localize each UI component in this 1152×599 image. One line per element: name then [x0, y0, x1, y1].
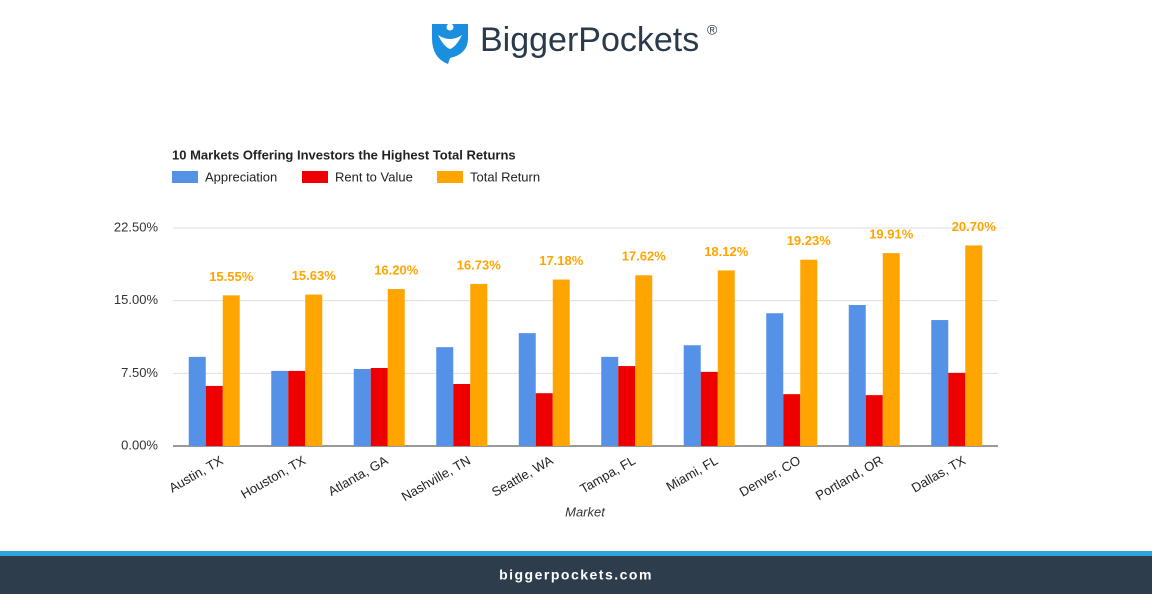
bar [601, 356, 619, 446]
bar [205, 385, 223, 446]
brand: BiggerPockets [480, 21, 699, 59]
y-tick-label: 7.50% [121, 365, 158, 380]
x-tick-label: Houston, TX [238, 452, 308, 501]
bar [766, 313, 784, 446]
bar [188, 356, 206, 446]
value-label: 15.55% [209, 269, 254, 284]
value-label: 18.12% [704, 244, 749, 259]
value-label: 19.91% [869, 227, 914, 242]
value-label: 16.20% [374, 262, 419, 277]
x-tick-label: Miami, FL [664, 453, 721, 495]
value-label: 19.23% [787, 233, 832, 248]
bar [370, 368, 388, 446]
brand-mark: ® [707, 22, 718, 38]
bar [436, 347, 454, 446]
legend-swatch [302, 171, 328, 183]
x-tick-label: Atlanta, GA [325, 452, 390, 498]
logo: BiggerPockets ® [432, 21, 718, 64]
x-tick-label: Dallas, TX [909, 452, 969, 495]
bar [535, 393, 553, 446]
bar [618, 366, 636, 446]
chart-title: 10 Markets Offering Investors the Highes… [172, 147, 516, 162]
bar [222, 295, 240, 446]
bar [931, 320, 949, 446]
x-tick-label: Portland, OR [813, 453, 886, 504]
value-label: 15.63% [292, 268, 337, 283]
bar [552, 279, 570, 446]
bar [800, 259, 818, 446]
bar [305, 294, 323, 446]
footer [0, 556, 1152, 594]
bar [453, 383, 471, 446]
x-axis-label: Market [565, 504, 606, 519]
bar [683, 345, 701, 446]
bar [288, 370, 306, 446]
footer-stripe [0, 551, 1152, 556]
logo-icon-body [438, 35, 462, 49]
x-tick-label: Tampa, FL [577, 453, 638, 497]
bar [882, 253, 900, 446]
x-tick-label: Nashville, TN [399, 453, 473, 505]
value-label: 16.73% [457, 257, 502, 272]
bar [965, 245, 983, 446]
x-tick-label: Austin, TX [166, 452, 226, 495]
value-label: 20.70% [952, 219, 997, 234]
bar [948, 372, 966, 446]
x-tick-label: Denver, CO [737, 453, 803, 500]
bar [848, 305, 866, 446]
value-label: 17.18% [539, 253, 584, 268]
value-label: 17.62% [622, 249, 667, 264]
bar [700, 371, 718, 446]
legend-label: Appreciation [205, 169, 277, 184]
y-tick-label: 0.00% [121, 437, 158, 452]
bar [635, 275, 653, 446]
y-tick-label: 22.50% [114, 219, 159, 234]
bar [518, 333, 536, 446]
legend-swatch [437, 171, 463, 183]
bar [783, 394, 801, 446]
logo-icon-head [446, 23, 454, 31]
bar [353, 368, 371, 446]
bar [271, 370, 289, 446]
legend-label: Rent to Value [335, 169, 413, 184]
y-tick-label: 15.00% [114, 292, 159, 307]
footer-url: biggerpockets.com [499, 567, 653, 583]
bar [717, 270, 735, 446]
bar [470, 283, 488, 446]
bar [387, 289, 405, 446]
legend-swatch [172, 171, 198, 183]
bar [865, 395, 883, 446]
legend-label: Total Return [470, 169, 540, 184]
x-tick-label: Seattle, WA [489, 452, 556, 499]
